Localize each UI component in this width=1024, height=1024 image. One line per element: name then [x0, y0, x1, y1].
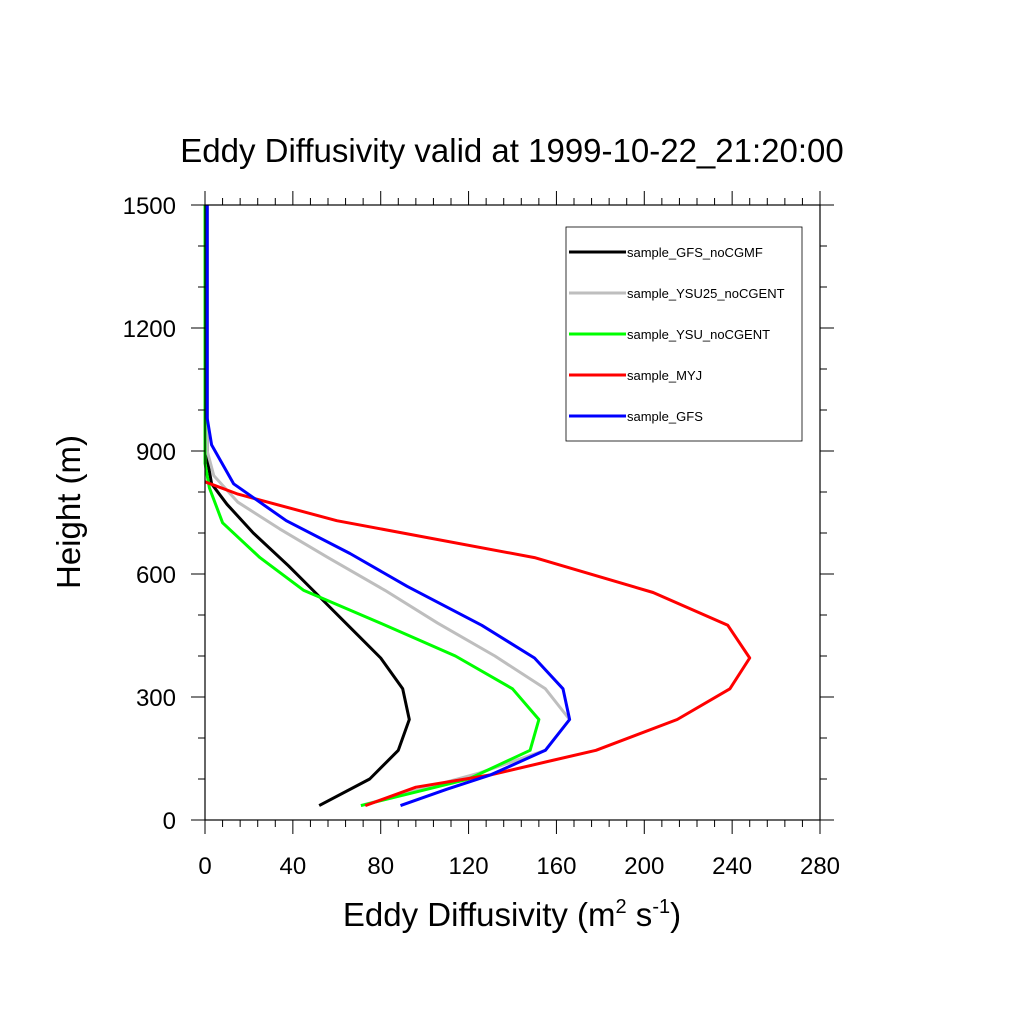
y-tick-label: 0: [163, 808, 176, 835]
x-tick-label: 120: [449, 853, 489, 880]
chart-title: Eddy Diffusivity valid at 1999-10-22_21:…: [180, 132, 843, 169]
legend-label: sample_MYJ: [627, 368, 702, 383]
x-tick-label: 240: [712, 853, 752, 880]
x-tick-label: 280: [800, 853, 840, 880]
series-layer: [203, 205, 752, 808]
x-tick-labels: 0 40 80 120 160 200 240 280: [198, 853, 840, 880]
legend-label: sample_GFS_noCGMF: [627, 245, 763, 260]
y-tick-label: 300: [136, 685, 176, 712]
plot-frame: [204, 204, 821, 821]
series-line-sample_GFS: [205, 205, 572, 808]
legend: sample_GFS_noCGMF sample_YSU25_noCGENTsam…: [565, 226, 803, 442]
ticks-layer: [191, 191, 834, 834]
y-tick-label: 1500: [123, 193, 176, 220]
legend-label: sample_YSU25_noCGENT: [627, 286, 785, 301]
y-tick-label: 600: [136, 562, 176, 589]
x-tick-label: 40: [280, 853, 307, 880]
x-axis-label: Eddy Diffusivity (m2 s-1): [343, 896, 681, 933]
y-tick-label: 1200: [123, 316, 176, 343]
x-tick-label: 0: [198, 853, 211, 880]
series-line-sample_MYJ: [204, 480, 752, 808]
x-tick-label: 80: [367, 853, 394, 880]
legend-label: sample_GFS: [627, 409, 703, 424]
y-tick-labels: 0 300 600 900 1200 1500: [123, 193, 176, 835]
x-tick-label: 200: [624, 853, 664, 880]
y-axis-label: Height (m): [50, 435, 87, 589]
x-tick-label: 160: [536, 853, 576, 880]
y-tick-label: 900: [136, 439, 176, 466]
legend-label: sample_YSU_noCGENT: [627, 327, 770, 342]
